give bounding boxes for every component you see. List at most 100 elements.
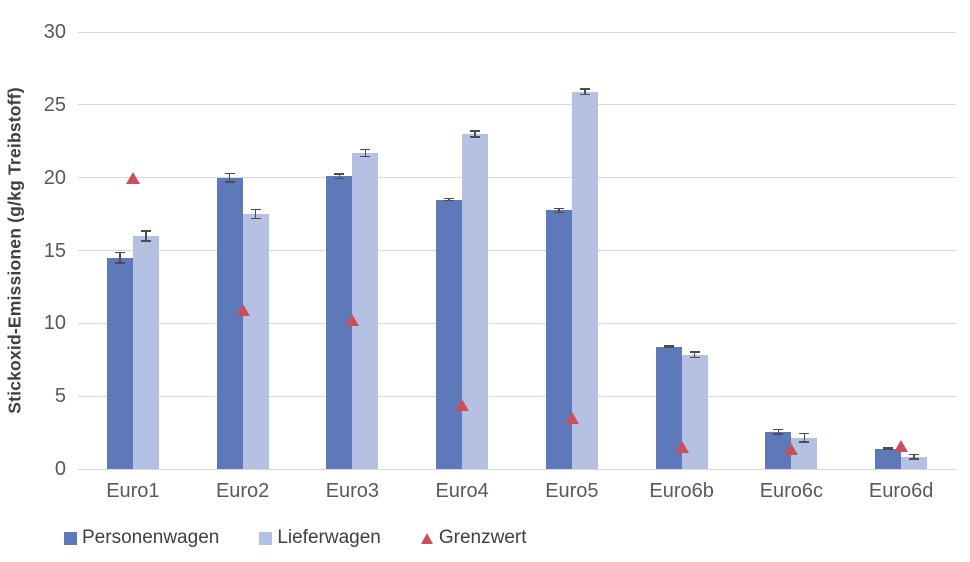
bar-lieferwagen-euro1 xyxy=(132,235,159,469)
error-bar-personenwagen-euro4 xyxy=(448,197,450,202)
grenzwert-marker-euro4 xyxy=(455,398,470,411)
x-axis-label-euro4: Euro4 xyxy=(435,480,489,502)
bar-personenwagen-euro5 xyxy=(545,210,572,469)
grenzwert-marker-euro3 xyxy=(345,314,360,327)
bar-personenwagen-euro2 xyxy=(216,177,243,469)
x-axis-label-euro6b: Euro6b xyxy=(649,480,714,502)
x-axis-label-euro3: Euro3 xyxy=(325,480,380,502)
bar-personenwagen-euro4 xyxy=(436,199,463,469)
gridline-30 xyxy=(78,31,956,33)
error-cap xyxy=(773,428,784,431)
error-bar-lieferwagen-euro5 xyxy=(584,88,586,96)
x-axis-label-euro5: Euro5 xyxy=(545,480,599,502)
error-cap xyxy=(224,172,235,175)
legend-label-lieferwagen: Lieferwagen xyxy=(277,527,381,548)
gridline-20 xyxy=(78,177,956,179)
plot-area xyxy=(78,31,956,470)
error-cap xyxy=(444,199,455,202)
error-bar-personenwagen-euro5 xyxy=(558,207,560,214)
error-bar-lieferwagen-euro4 xyxy=(474,130,476,138)
error-cap xyxy=(140,230,151,232)
grenzwert-triangle-icon xyxy=(420,532,433,544)
bar-lieferwagen-euro6d xyxy=(901,456,928,469)
x-axis-label-euro6d: Euro6d xyxy=(868,480,934,502)
error-cap xyxy=(689,356,700,359)
error-cap xyxy=(799,441,810,443)
error-cap xyxy=(663,345,674,347)
error-cap xyxy=(360,148,371,151)
error-cap xyxy=(553,207,564,210)
error-cap xyxy=(140,240,151,242)
error-bar-lieferwagen-euro3 xyxy=(364,148,367,158)
bar-personenwagen-euro6d xyxy=(875,448,902,469)
bar-lieferwagen-euro3 xyxy=(352,152,379,469)
gridline-0 xyxy=(78,468,956,470)
legend: Personenwagen Lieferwagen Grenzwert xyxy=(64,527,527,549)
error-bar-lieferwagen-euro6b xyxy=(693,351,696,359)
error-bar-personenwagen-euro3 xyxy=(338,173,341,180)
error-cap xyxy=(773,433,784,435)
lieferwagen-swatch-icon xyxy=(259,531,273,545)
error-cap xyxy=(909,453,920,456)
error-cap xyxy=(799,432,810,435)
gridline-10 xyxy=(78,322,956,324)
y-tick-label-10: 10 xyxy=(43,312,66,335)
error-cap xyxy=(883,447,894,449)
legend-label-personenwagen: Personenwagen xyxy=(82,527,220,548)
gridline-25 xyxy=(78,104,956,106)
error-bar-lieferwagen-euro1 xyxy=(145,230,147,242)
error-bar-personenwagen-euro1 xyxy=(119,251,121,264)
error-bar-personenwagen-euro6c xyxy=(777,428,780,435)
error-cap xyxy=(470,130,481,132)
error-cap xyxy=(250,217,261,220)
error-cap xyxy=(360,155,371,158)
error-cap xyxy=(114,262,125,264)
y-tick-label-20: 20 xyxy=(43,166,66,189)
error-cap xyxy=(883,448,894,451)
error-cap xyxy=(334,177,345,180)
grenzwert-marker-euro2 xyxy=(235,304,250,317)
x-axis-label-euro2: Euro2 xyxy=(215,480,270,502)
error-cap xyxy=(250,208,261,211)
error-cap xyxy=(470,136,481,138)
error-cap xyxy=(114,251,125,254)
error-cap xyxy=(334,173,345,175)
x-axis-label-euro6c: Euro6c xyxy=(759,480,824,502)
y-tick-label-15: 15 xyxy=(43,239,66,262)
x-axis-label-euro1: Euro1 xyxy=(106,480,160,502)
y-tick-label-0: 0 xyxy=(54,458,66,480)
y-tick-label-5: 5 xyxy=(54,385,66,408)
grenzwert-marker-euro1 xyxy=(125,171,140,184)
error-cap xyxy=(663,346,674,349)
grenzwert-marker-euro5 xyxy=(564,412,579,425)
y-axis-title: Stickoxid-Emissionen (g/kg Treibstoff) xyxy=(4,87,25,414)
personenwagen-swatch-icon xyxy=(64,531,77,545)
legend-item-lieferwagen: Lieferwagen xyxy=(259,527,381,549)
error-cap xyxy=(689,351,700,353)
error-cap xyxy=(579,93,590,96)
error-bar-lieferwagen-euro2 xyxy=(254,208,257,220)
grenzwert-marker-euro6b xyxy=(674,441,689,454)
gridline-15 xyxy=(78,250,956,251)
legend-item-personenwagen: Personenwagen xyxy=(64,527,219,549)
error-cap xyxy=(224,181,235,183)
error-cap xyxy=(553,211,564,214)
error-bar-lieferwagen-euro6d xyxy=(913,453,915,460)
error-cap xyxy=(909,458,920,460)
gridline-5 xyxy=(78,395,956,397)
legend-item-grenzwert: Grenzwert xyxy=(420,527,527,549)
legend-label-grenzwert: Grenzwert xyxy=(438,527,527,548)
y-tick-label-30: 30 xyxy=(43,21,66,43)
error-cap xyxy=(579,88,590,90)
grenzwert-marker-euro6d xyxy=(894,440,909,453)
grenzwert-marker-euro6c xyxy=(784,442,799,455)
error-bar-personenwagen-euro2 xyxy=(228,172,231,183)
bar-lieferwagen-euro4 xyxy=(462,133,489,469)
bar-personenwagen-euro1 xyxy=(106,257,133,469)
bar-lieferwagen-euro2 xyxy=(242,214,269,469)
error-cap xyxy=(444,197,455,200)
bar-lieferwagen-euro5 xyxy=(571,91,598,469)
y-tick-label-25: 25 xyxy=(43,93,66,116)
error-bar-lieferwagen-euro6c xyxy=(803,432,806,443)
